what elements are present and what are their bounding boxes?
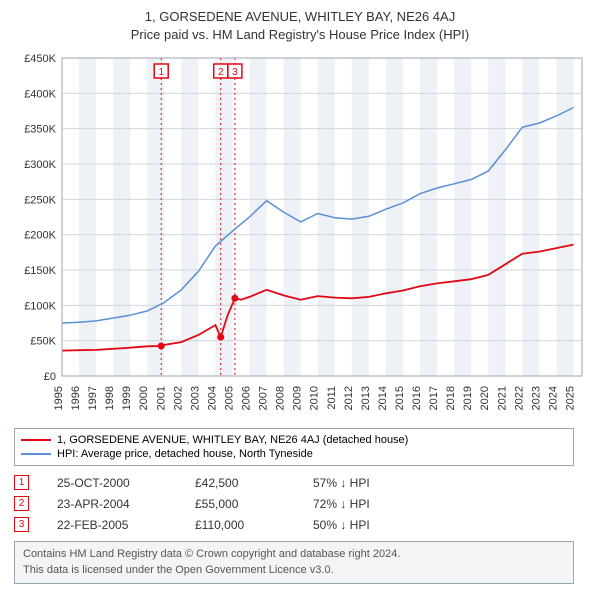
tx-marker-3: 3 <box>14 517 29 532</box>
svg-text:2004: 2004 <box>206 386 218 410</box>
svg-text:£300K: £300K <box>24 159 56 171</box>
svg-text:£100K: £100K <box>24 301 56 313</box>
legend-item-property: 1, GORSEDENE AVENUE, WHITLEY BAY, NE26 4… <box>21 433 567 447</box>
svg-text:2020: 2020 <box>479 386 491 410</box>
svg-text:2015: 2015 <box>394 386 406 410</box>
svg-text:2019: 2019 <box>462 386 474 410</box>
tx-pct-2: 72% ↓ HPI <box>313 497 423 511</box>
svg-text:2008: 2008 <box>275 386 287 410</box>
svg-text:2016: 2016 <box>411 386 423 410</box>
svg-text:£450K: £450K <box>24 53 56 65</box>
svg-text:2009: 2009 <box>292 386 304 410</box>
tx-pct-3: 50% ↓ HPI <box>313 518 423 532</box>
svg-text:3: 3 <box>232 67 238 78</box>
svg-text:2001: 2001 <box>155 386 167 410</box>
svg-text:1997: 1997 <box>87 386 99 410</box>
svg-text:£200K: £200K <box>24 230 56 242</box>
svg-text:2005: 2005 <box>223 386 235 410</box>
tx-price-2: £55,000 <box>195 497 285 511</box>
table-row: 3 22-FEB-2005 £110,000 50% ↓ HPI <box>14 514 586 535</box>
footer-line-1: Contains HM Land Registry data © Crown c… <box>23 547 565 562</box>
transaction-table: 1 25-OCT-2000 £42,500 57% ↓ HPI 2 23-APR… <box>14 472 586 535</box>
svg-text:2022: 2022 <box>513 386 525 410</box>
svg-text:1: 1 <box>158 67 164 78</box>
footer-line-2: This data is licensed under the Open Gov… <box>23 563 565 578</box>
legend-swatch-hpi <box>21 453 51 455</box>
chart-container: 1, GORSEDENE AVENUE, WHITLEY BAY, NE26 4… <box>0 0 600 592</box>
tx-price-1: £42,500 <box>195 476 285 490</box>
title-line-2: Price paid vs. HM Land Registry's House … <box>10 26 590 44</box>
tx-marker-2: 2 <box>14 496 29 511</box>
table-row: 2 23-APR-2004 £55,000 72% ↓ HPI <box>14 493 586 514</box>
svg-text:£350K: £350K <box>24 124 56 136</box>
svg-text:2003: 2003 <box>189 386 201 410</box>
tx-date-2: 23-APR-2004 <box>57 497 167 511</box>
svg-text:2002: 2002 <box>172 386 184 410</box>
svg-text:2025: 2025 <box>564 386 576 410</box>
svg-text:2011: 2011 <box>326 386 338 410</box>
svg-text:1999: 1999 <box>121 386 133 410</box>
svg-text:2012: 2012 <box>343 386 355 410</box>
svg-text:2014: 2014 <box>377 386 389 410</box>
svg-text:2018: 2018 <box>445 386 457 410</box>
legend-label-hpi: HPI: Average price, detached house, Nort… <box>57 448 313 460</box>
table-row: 1 25-OCT-2000 £42,500 57% ↓ HPI <box>14 472 586 493</box>
chart-svg: £0 £50K £100K £150K £200K £250K £300K £350K £400… <box>10 50 590 420</box>
title-block: 1, GORSEDENE AVENUE, WHITLEY BAY, NE26 4… <box>10 8 590 44</box>
svg-text:2007: 2007 <box>258 386 270 410</box>
svg-text:2: 2 <box>218 67 224 78</box>
svg-text:1998: 1998 <box>104 386 116 410</box>
tx-date-3: 22-FEB-2005 <box>57 518 167 532</box>
svg-text:£50K: £50K <box>30 336 56 348</box>
svg-text:1996: 1996 <box>70 386 82 410</box>
svg-text:2013: 2013 <box>360 386 372 410</box>
tx-date-1: 25-OCT-2000 <box>57 476 167 490</box>
svg-text:2006: 2006 <box>241 386 253 410</box>
tx-price-3: £110,000 <box>195 518 285 532</box>
svg-text:2010: 2010 <box>309 386 321 410</box>
legend-item-hpi: HPI: Average price, detached house, Nort… <box>21 447 567 461</box>
svg-text:2021: 2021 <box>496 386 508 410</box>
svg-text:£250K: £250K <box>24 195 56 207</box>
svg-text:£400K: £400K <box>24 89 56 101</box>
svg-text:2023: 2023 <box>530 386 542 410</box>
svg-text:2000: 2000 <box>138 386 150 410</box>
svg-text:2017: 2017 <box>428 386 440 410</box>
title-line-1: 1, GORSEDENE AVENUE, WHITLEY BAY, NE26 4… <box>10 8 590 26</box>
svg-text:2024: 2024 <box>547 386 559 410</box>
tx-marker-1: 1 <box>14 475 29 490</box>
chart-plot: £0 £50K £100K £150K £200K £250K £300K £350K £400… <box>10 50 590 420</box>
legend-swatch-property <box>21 439 51 441</box>
svg-text:£0: £0 <box>44 371 56 383</box>
legend: 1, GORSEDENE AVENUE, WHITLEY BAY, NE26 4… <box>14 428 574 466</box>
tx-pct-1: 57% ↓ HPI <box>313 476 423 490</box>
footer-attribution: Contains HM Land Registry data © Crown c… <box>14 541 574 584</box>
svg-text:1995: 1995 <box>53 386 65 410</box>
svg-text:£150K: £150K <box>24 265 56 277</box>
legend-label-property: 1, GORSEDENE AVENUE, WHITLEY BAY, NE26 4… <box>57 434 408 446</box>
